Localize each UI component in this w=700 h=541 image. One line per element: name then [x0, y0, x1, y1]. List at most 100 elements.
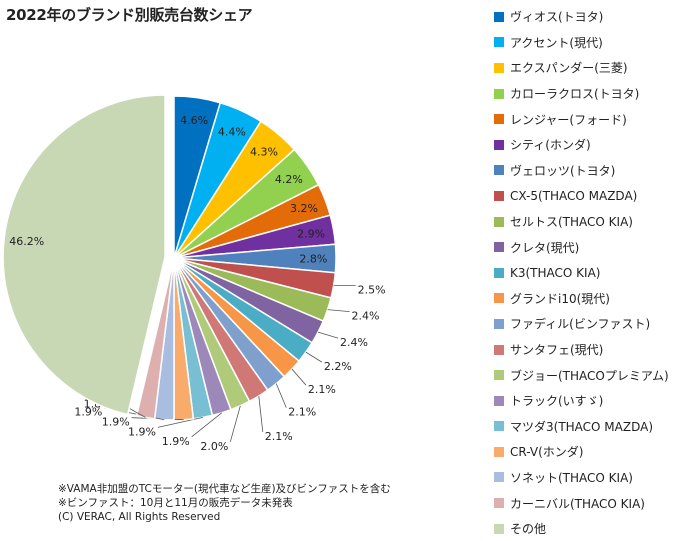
copyright: (C) VERAC, All Rights Reserved [58, 511, 221, 523]
legend-item: エクスパンダー(三菱) [494, 55, 700, 81]
legend-item: アクセント(現代) [494, 30, 700, 56]
legend-label: K3(THACO KIA) [510, 265, 601, 280]
chart-legend: ヴィオス(トヨタ) アクセント(現代) エクスパンダー(三菱) カローラクロス(トヨタ… [494, 4, 700, 541]
leader-line [157, 417, 203, 428]
leader-line [229, 405, 241, 442]
data-label: 2.9% [297, 228, 325, 241]
data-label: 1.9% [128, 425, 156, 438]
legend-item: ヴィオス(トヨタ) [494, 4, 700, 30]
legend-swatch [494, 344, 504, 355]
legend-label: ファディル(ビンファスト) [510, 317, 651, 332]
data-label: 4.3% [250, 146, 278, 159]
legend-item: セルトス(THACO KIA) [494, 209, 700, 235]
legend-label: CR-V(ホンダ) [510, 445, 584, 460]
legend-swatch [494, 62, 504, 73]
legend-label: サンタフェ(現代) [510, 343, 604, 358]
legend-swatch [494, 267, 504, 278]
legend-item: トラック(いすゞ) [494, 388, 700, 414]
legend-item: レンジャー(フォード) [494, 106, 700, 132]
legend-label: クレタ(現代) [510, 240, 580, 255]
legend-swatch [494, 242, 504, 253]
legend-item: シティ(ホンダ) [494, 132, 700, 158]
legend-label: CX-5(THACO MAZDA) [510, 188, 638, 203]
legend-swatch [494, 139, 504, 150]
data-label: 2.0% [200, 440, 228, 453]
legend-swatch [494, 370, 504, 381]
legend-swatch [494, 421, 504, 432]
data-label: 2.1% [308, 383, 336, 396]
legend-label: ブジョー(THACOプレミアム) [510, 368, 669, 383]
legend-item: ファディル(ビンファスト) [494, 311, 700, 337]
legend-label: ソネット(THACO KIA) [510, 470, 633, 485]
legend-label: カーニバル(THACO KIA) [510, 496, 645, 511]
legend-swatch [494, 318, 504, 329]
legend-swatch [494, 11, 504, 22]
legend-label: ヴェロッツ(トヨタ) [510, 163, 616, 178]
data-label: 1.9% [102, 416, 130, 429]
legend-label: マツダ3(THACO MAZDA) [510, 419, 654, 434]
legend-swatch [494, 190, 504, 201]
legend-label: シティ(ホンダ) [510, 138, 591, 153]
legend-item: ソネット(THACO KIA) [494, 465, 700, 491]
data-label: 2.8% [299, 252, 327, 265]
legend-item: K3(THACO KIA) [494, 260, 700, 286]
legend-label: セルトス(THACO KIA) [510, 215, 633, 230]
leader-line [191, 412, 222, 438]
chart-title: 2022年のブランド別販売台数シェア [6, 6, 253, 24]
legend-swatch [494, 523, 504, 534]
leader-line [327, 309, 350, 313]
footnote-vinfast: ※ビンファスト：10月と11月の販売データ未発表 [58, 497, 293, 509]
legend-label: エクスパンダー(三菱) [510, 61, 628, 76]
leader-line [275, 383, 287, 408]
data-label: 4.2% [275, 173, 303, 186]
legend-item: カーニバル(THACO KIA) [494, 490, 700, 516]
legend-label: トラック(いすゞ) [510, 394, 604, 409]
legend-swatch [494, 165, 504, 176]
data-label: 2.1% [265, 430, 293, 443]
legend-item: ヴェロッツ(トヨタ) [494, 158, 700, 184]
data-label: 2.5% [358, 283, 386, 296]
legend-item: クレタ(現代) [494, 234, 700, 260]
data-label: 2.4% [340, 336, 368, 349]
legend-label: レンジャー(フォード) [510, 112, 627, 127]
legend-label: アクセント(現代) [510, 35, 603, 50]
data-label: 2.1% [288, 406, 316, 419]
pie-chart: 4.6% 4.4% 4.3% 4.2% 3.2% 2.9% 2.8% 2.5% 2.4% 2.4%… [2, 94, 386, 453]
data-label: 3.2% [290, 202, 318, 215]
leader-line [317, 331, 339, 339]
legend-item: サンタフェ(現代) [494, 337, 700, 363]
legend-swatch [494, 114, 504, 125]
data-label: 4.6% [180, 114, 208, 127]
legend-item: カローラクロス(トヨタ) [494, 81, 700, 107]
legend-item: マツダ3(THACO MAZDA) [494, 414, 700, 440]
leader-line [258, 395, 264, 433]
legend-label: ヴィオス(トヨタ) [510, 10, 604, 25]
data-label: 2.4% [352, 310, 380, 323]
leader-line [305, 351, 323, 363]
pie-slice [2, 94, 166, 416]
legend-swatch [494, 293, 504, 304]
legend-item: ブジョー(THACOプレミアム) [494, 362, 700, 388]
legend-label: その他 [510, 522, 547, 537]
legend-item: その他 [494, 516, 700, 541]
legend-item: CR-V(ホンダ) [494, 439, 700, 465]
data-label: 1.9% [162, 435, 190, 448]
legend-label: グランドi10(現代) [510, 291, 610, 306]
data-label: 1.9% [74, 406, 102, 419]
data-label: 4.4% [218, 125, 246, 138]
legend-item: グランドi10(現代) [494, 286, 700, 312]
data-label: 2.2% [324, 360, 352, 373]
legend-swatch [494, 498, 504, 509]
legend-swatch [494, 472, 504, 483]
leader-line [291, 368, 307, 386]
data-label: 46.2% [9, 235, 44, 248]
legend-swatch [494, 216, 504, 227]
legend-swatch [494, 446, 504, 457]
footnotes: ※VAMA非加盟のTCモーター(現代車など生産)及びビンファストを含む ※ビンフ… [58, 482, 391, 524]
legend-swatch [494, 37, 504, 48]
footnote-vama: ※VAMA非加盟のTCモーター(現代車など生産)及びビンファストを含む [58, 483, 391, 495]
legend-item: CX-5(THACO MAZDA) [494, 183, 700, 209]
legend-swatch [494, 88, 504, 99]
legend-swatch [494, 395, 504, 406]
legend-label: カローラクロス(トヨタ) [510, 87, 640, 102]
